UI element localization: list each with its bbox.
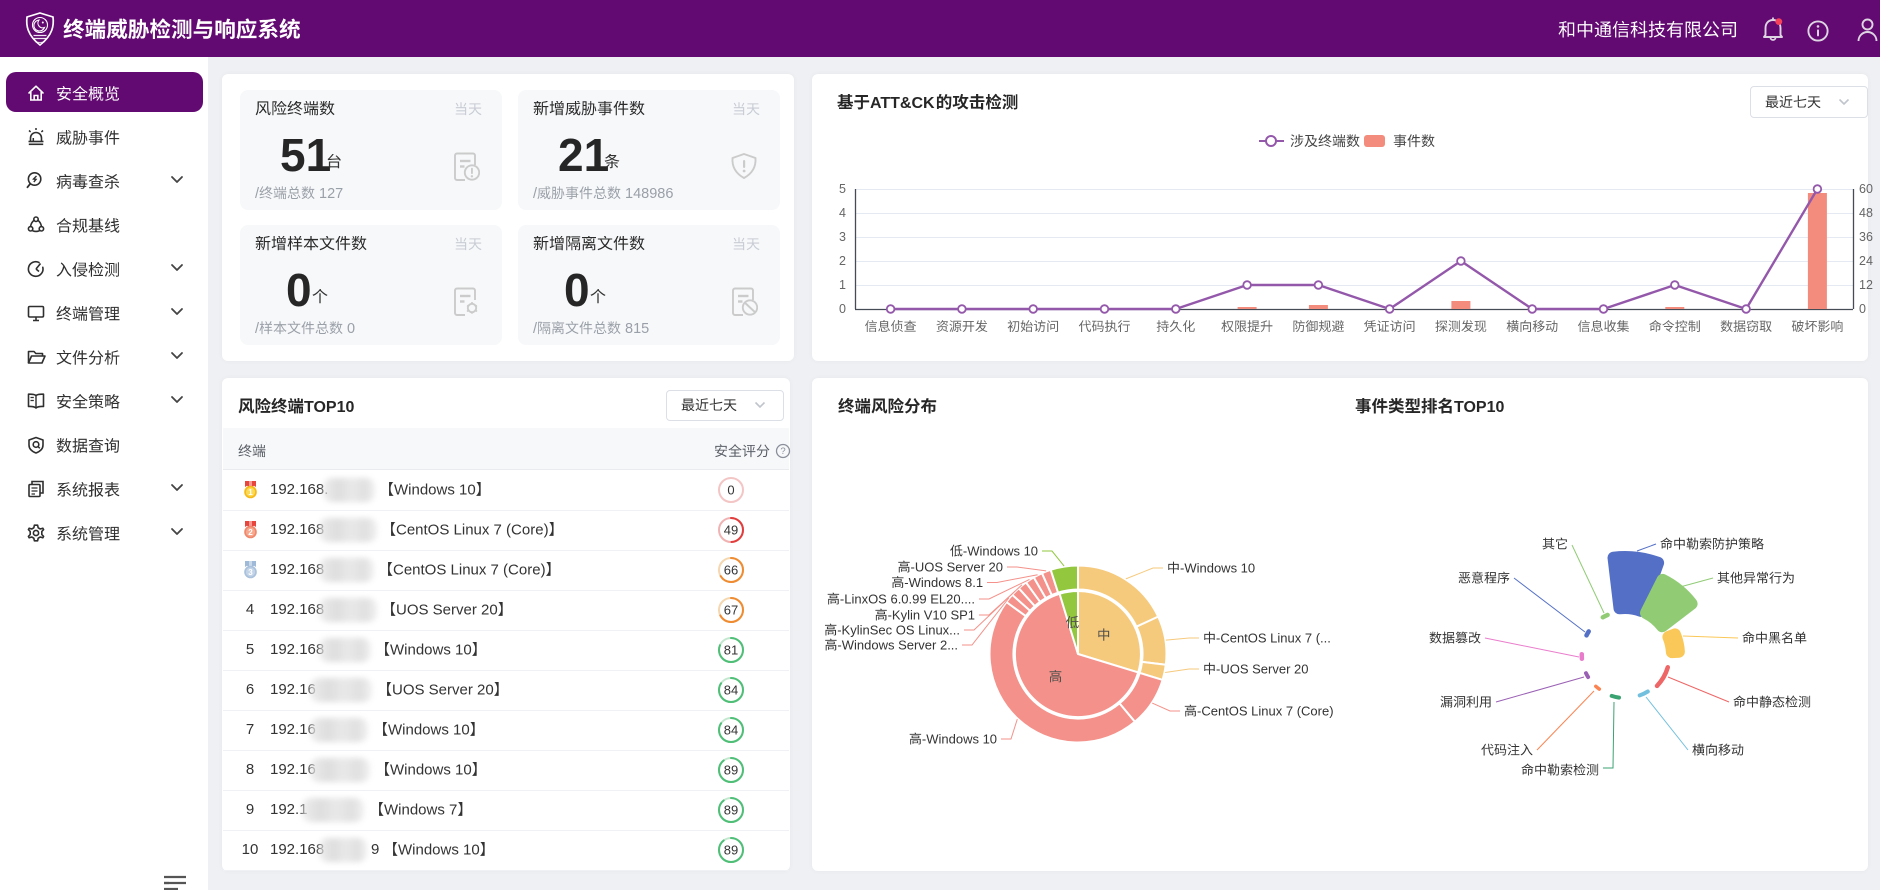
svg-text:-KylinSec OS Linux...: -KylinSec OS Linux... — [837, 623, 960, 638]
svg-text:1: 1 — [248, 488, 253, 497]
svg-text:0: 0 — [343, 321, 355, 337]
svg-text:0: 0 — [839, 302, 846, 316]
svg-text:Windows 7: Windows 7 — [384, 802, 457, 819]
svg-text:-CentOS Linux 7 (...: -CentOS Linux 7 (... — [1216, 631, 1331, 646]
svg-text:127: 127 — [315, 186, 343, 202]
svg-text:3: 3 — [839, 230, 846, 244]
svg-text:5: 5 — [839, 182, 846, 196]
svg-text:-UOS Server 20: -UOS Server 20 — [911, 560, 1003, 575]
svg-text:84: 84 — [724, 683, 738, 698]
svg-text:/: / — [255, 321, 260, 337]
svg-text:-UOS Server 20: -UOS Server 20 — [1216, 662, 1308, 677]
svg-text:TOP10: TOP10 — [304, 399, 355, 416]
svg-text:/: / — [533, 321, 538, 337]
svg-text:60: 60 — [1859, 182, 1873, 196]
svg-text:/: / — [255, 186, 260, 202]
svg-text:49: 49 — [724, 523, 738, 538]
svg-text:Windows 10: Windows 10 — [398, 842, 480, 859]
svg-text:ATT&CK: ATT&CK — [870, 95, 935, 112]
svg-text:4: 4 — [839, 206, 846, 220]
svg-text:Windows 10: Windows 10 — [390, 762, 472, 779]
svg-text:0: 0 — [727, 483, 734, 498]
svg-text:TOP10: TOP10 — [1454, 399, 1505, 416]
svg-text:24: 24 — [1859, 254, 1873, 268]
svg-text:CentOS Linux 7 (Core): CentOS Linux 7 (Core) — [393, 562, 546, 579]
svg-text:-Windows 10: -Windows 10 — [922, 732, 997, 747]
svg-text:89: 89 — [724, 763, 738, 778]
svg-text:89: 89 — [724, 803, 738, 818]
svg-text:CentOS Linux 7 (Core): CentOS Linux 7 (Core) — [396, 522, 549, 539]
svg-text:3: 3 — [248, 568, 253, 577]
svg-text:-Windows 8.1: -Windows 8.1 — [904, 575, 983, 590]
svg-text:48: 48 — [1859, 206, 1873, 220]
svg-text:-Windows Server 2...: -Windows Server 2... — [837, 638, 958, 653]
svg-text:/: / — [533, 186, 538, 202]
svg-text:-LinxOS 6.0.99 EL20....: -LinxOS 6.0.99 EL20.... — [840, 592, 975, 607]
svg-text:89: 89 — [724, 843, 738, 858]
svg-text:0: 0 — [1859, 302, 1866, 316]
svg-text:815: 815 — [621, 321, 649, 337]
svg-text:66: 66 — [724, 563, 738, 578]
svg-text:67: 67 — [724, 603, 738, 618]
svg-text:-Windows 10: -Windows 10 — [963, 544, 1038, 559]
svg-text:-CentOS Linux 7 (Core): -CentOS Linux 7 (Core) — [1197, 704, 1334, 719]
svg-text:1: 1 — [839, 278, 846, 292]
svg-text:UOS Server 20: UOS Server 20 — [396, 602, 498, 619]
svg-text:36: 36 — [1859, 230, 1873, 244]
svg-text:148986: 148986 — [621, 186, 673, 202]
svg-text:?: ? — [780, 446, 785, 457]
svg-text:2: 2 — [248, 528, 253, 537]
svg-text:Windows 10: Windows 10 — [388, 722, 470, 739]
svg-text:Windows 10: Windows 10 — [394, 482, 476, 499]
svg-text:2: 2 — [839, 254, 846, 268]
svg-text:UOS Server 20: UOS Server 20 — [392, 682, 494, 699]
svg-text:-Windows 10: -Windows 10 — [1180, 561, 1255, 576]
svg-text:81: 81 — [724, 643, 738, 658]
svg-text:84: 84 — [724, 723, 738, 738]
svg-text:-Kylin V10 SP1: -Kylin V10 SP1 — [888, 608, 975, 623]
svg-text:12: 12 — [1859, 278, 1873, 292]
svg-text:Windows 10: Windows 10 — [390, 642, 472, 659]
